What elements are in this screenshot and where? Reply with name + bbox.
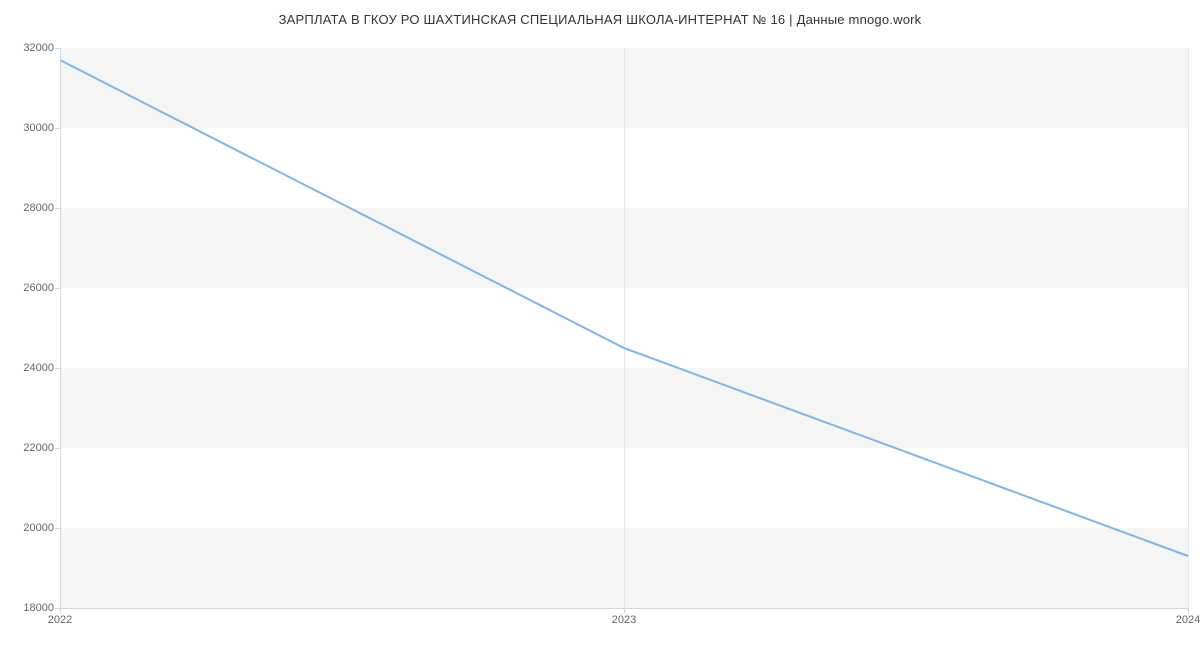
y-tick-label: 26000 [4, 282, 54, 294]
y-axis-line [60, 48, 61, 608]
salary-line-chart: ЗАРПЛАТА В ГКОУ РО ШАХТИНСКАЯ СПЕЦИАЛЬНА… [0, 0, 1200, 650]
chart-title: ЗАРПЛАТА В ГКОУ РО ШАХТИНСКАЯ СПЕЦИАЛЬНА… [0, 12, 1200, 27]
y-tick-label: 18000 [4, 602, 54, 614]
y-tick-mark [55, 288, 60, 289]
y-tick-mark [55, 368, 60, 369]
y-tick-label: 24000 [4, 362, 54, 374]
y-tick-label: 30000 [4, 122, 54, 134]
y-tick-label: 32000 [4, 42, 54, 54]
y-tick-mark [55, 208, 60, 209]
y-tick-mark [55, 48, 60, 49]
x-tick-mark [60, 608, 61, 613]
x-tick-label: 2023 [612, 614, 636, 626]
x-tick-label: 2024 [1176, 614, 1200, 626]
line-series-layer [60, 48, 1188, 608]
y-tick-mark [55, 448, 60, 449]
y-tick-label: 22000 [4, 442, 54, 454]
series-line-salary [60, 60, 1188, 556]
y-tick-label: 20000 [4, 522, 54, 534]
x-tick-mark [1188, 608, 1189, 613]
x-tick-mark [624, 608, 625, 613]
plot-area [60, 48, 1188, 608]
y-tick-mark [55, 528, 60, 529]
x-tick-label: 2022 [48, 614, 72, 626]
gridline-vertical [1188, 48, 1189, 608]
y-tick-mark [55, 128, 60, 129]
y-tick-label: 28000 [4, 202, 54, 214]
